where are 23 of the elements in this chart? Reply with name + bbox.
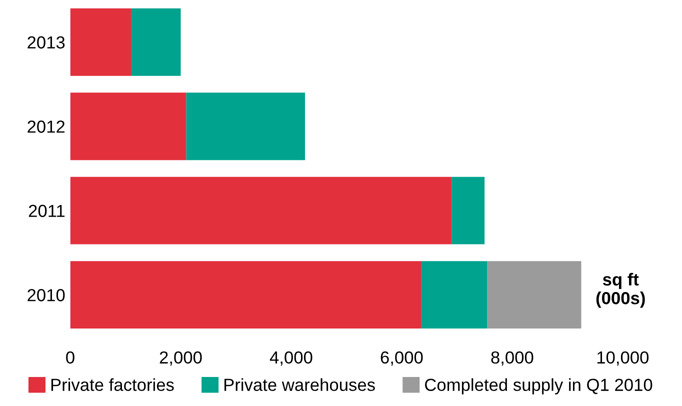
legend-label: Private warehouses — [224, 378, 375, 392]
annotation: sq ft (000s) — [596, 272, 645, 308]
bar — [70, 176, 452, 244]
y-tick-label: 2012 — [28, 120, 65, 133]
legend-label: Private factories — [51, 378, 174, 392]
x-tick-label: 8,000 — [491, 351, 534, 366]
bar — [451, 176, 485, 244]
bar — [70, 8, 132, 76]
x-tick-label: 4,000 — [270, 351, 312, 366]
y-tick-label: 2013 — [28, 36, 65, 49]
bar — [186, 92, 306, 160]
x-tick-label: 2,000 — [160, 351, 202, 366]
y-tick-label: 2011 — [28, 204, 65, 218]
bar — [421, 261, 488, 329]
y-tick-label: 2010 — [28, 289, 65, 302]
x-tick-label: 10,000 — [597, 351, 649, 366]
bar — [70, 92, 186, 160]
bar — [131, 8, 181, 76]
bar — [487, 261, 582, 329]
x-tick-label: 0 — [66, 351, 74, 364]
legend-label: Completed supply in Q1 2010 — [425, 378, 652, 394]
bar — [70, 261, 422, 329]
x-tick-label: 6,000 — [380, 351, 423, 366]
